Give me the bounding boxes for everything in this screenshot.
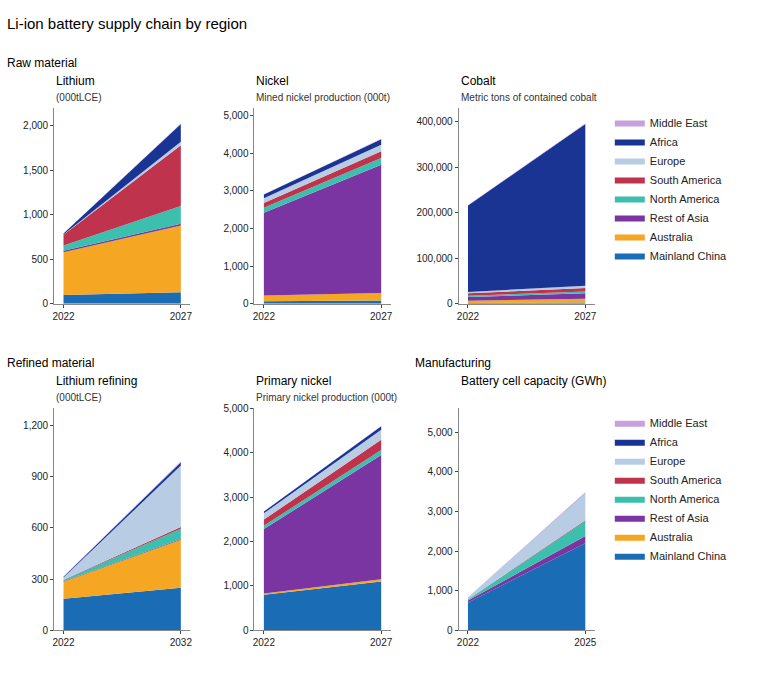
svg-text:Mainland China: Mainland China [650, 550, 727, 562]
svg-text:Lithium refining: Lithium refining [56, 374, 137, 388]
svg-text:Mainland China: Mainland China [650, 250, 727, 262]
svg-text:400,000: 400,000 [416, 116, 453, 127]
svg-text:1,000: 1,000 [223, 261, 248, 272]
svg-text:3,000: 3,000 [428, 506, 453, 517]
svg-text:(000tLCE): (000tLCE) [56, 392, 102, 403]
svg-text:0: 0 [43, 625, 49, 636]
svg-text:Battery cell capacity (GWh): Battery cell capacity (GWh) [461, 374, 606, 388]
svg-text:Nickel: Nickel [256, 74, 289, 88]
svg-text:4,000: 4,000 [223, 447, 248, 458]
svg-text:100,000: 100,000 [416, 253, 453, 264]
svg-text:Metric tons of contained cobal: Metric tons of contained cobalt [461, 92, 597, 103]
svg-text:Africa: Africa [650, 436, 679, 448]
svg-text:2022: 2022 [457, 311, 480, 322]
svg-text:2,000: 2,000 [23, 120, 48, 131]
svg-text:Lithium: Lithium [56, 74, 95, 88]
svg-text:5,000: 5,000 [223, 110, 248, 121]
svg-text:Manufacturing: Manufacturing [415, 356, 491, 370]
svg-text:Middle East: Middle East [650, 417, 707, 429]
svg-text:Europe: Europe [650, 155, 685, 167]
svg-text:1,000: 1,000 [23, 209, 48, 220]
svg-text:2027: 2027 [370, 311, 393, 322]
svg-text:Rest of Asia: Rest of Asia [650, 512, 710, 524]
svg-text:Rest of Asia: Rest of Asia [650, 212, 710, 224]
svg-text:0: 0 [43, 298, 49, 309]
svg-text:2027: 2027 [170, 311, 193, 322]
svg-text:4,000: 4,000 [223, 148, 248, 159]
svg-text:1,000: 1,000 [223, 580, 248, 591]
svg-text:Mined nickel production (000t): Mined nickel production (000t) [256, 92, 390, 103]
svg-text:2022: 2022 [52, 637, 75, 648]
svg-text:2022: 2022 [457, 637, 480, 648]
svg-text:2,000: 2,000 [428, 546, 453, 557]
svg-text:200,000: 200,000 [416, 207, 453, 218]
svg-text:5,000: 5,000 [223, 403, 248, 414]
svg-text:Primary nickel: Primary nickel [256, 374, 331, 388]
svg-text:1,000: 1,000 [428, 585, 453, 596]
svg-text:Europe: Europe [650, 455, 685, 467]
svg-text:300: 300 [31, 574, 48, 585]
svg-text:300,000: 300,000 [416, 162, 453, 173]
svg-text:3,000: 3,000 [223, 185, 248, 196]
svg-text:0: 0 [243, 625, 249, 636]
svg-text:2,000: 2,000 [223, 223, 248, 234]
svg-text:Cobalt: Cobalt [461, 74, 496, 88]
svg-text:2022: 2022 [253, 311, 276, 322]
svg-text:2022: 2022 [52, 311, 75, 322]
svg-text:5,000: 5,000 [428, 427, 453, 438]
svg-text:Raw material: Raw material [7, 56, 77, 70]
svg-text:3,000: 3,000 [223, 492, 248, 503]
svg-text:South America: South America [650, 174, 722, 186]
svg-text:South America: South America [650, 474, 722, 486]
svg-text:900: 900 [31, 471, 48, 482]
svg-text:0: 0 [243, 298, 249, 309]
svg-text:4,000: 4,000 [428, 466, 453, 477]
svg-text:600: 600 [31, 522, 48, 533]
svg-text:North America: North America [650, 493, 721, 505]
svg-text:Middle East: Middle East [650, 117, 707, 129]
svg-text:500: 500 [31, 254, 48, 265]
svg-text:2027: 2027 [370, 637, 393, 648]
svg-text:Australia: Australia [650, 231, 694, 243]
svg-text:1,200: 1,200 [23, 420, 48, 431]
svg-text:(000tLCE): (000tLCE) [56, 92, 102, 103]
svg-text:2032: 2032 [170, 637, 193, 648]
svg-text:2,000: 2,000 [223, 536, 248, 547]
svg-text:Australia: Australia [650, 531, 694, 543]
svg-text:Refined material: Refined material [7, 356, 94, 370]
svg-text:Africa: Africa [650, 136, 679, 148]
svg-text:Li-ion battery supply chain by: Li-ion battery supply chain by region [7, 15, 247, 32]
svg-text:1,500: 1,500 [23, 165, 48, 176]
svg-text:0: 0 [447, 298, 453, 309]
svg-text:North America: North America [650, 193, 721, 205]
svg-text:2022: 2022 [253, 637, 276, 648]
svg-text:2025: 2025 [574, 637, 597, 648]
svg-text:0: 0 [447, 625, 453, 636]
svg-text:2027: 2027 [574, 311, 597, 322]
svg-text:Primary nickel production (000: Primary nickel production (000t) [256, 392, 397, 403]
